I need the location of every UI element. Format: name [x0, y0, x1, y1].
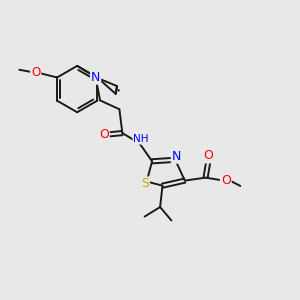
Text: N: N — [172, 150, 181, 163]
Text: O: O — [221, 173, 231, 187]
Text: S: S — [141, 177, 149, 190]
Text: O: O — [99, 128, 109, 141]
Text: N: N — [91, 71, 100, 84]
Text: O: O — [204, 149, 214, 162]
Text: O: O — [31, 66, 40, 79]
Text: NH: NH — [133, 134, 149, 144]
